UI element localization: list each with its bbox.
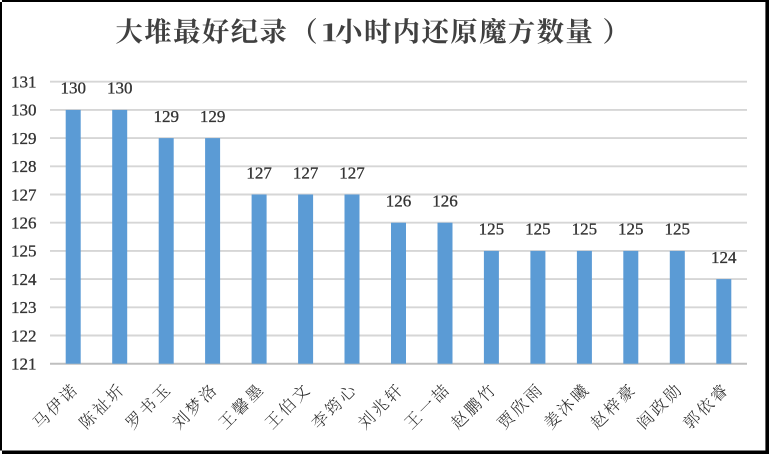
- svg-text:127: 127: [246, 163, 272, 182]
- svg-text:125: 125: [665, 220, 691, 239]
- svg-text:131: 131: [11, 73, 37, 92]
- svg-text:122: 122: [11, 326, 37, 345]
- svg-text:125: 125: [618, 220, 644, 239]
- svg-text:129: 129: [200, 107, 226, 126]
- svg-text:130: 130: [11, 101, 37, 120]
- svg-text:124: 124: [711, 248, 737, 267]
- svg-text:125: 125: [572, 220, 598, 239]
- svg-text:126: 126: [432, 192, 458, 211]
- svg-text:125: 125: [11, 242, 37, 261]
- svg-text:126: 126: [386, 192, 412, 211]
- svg-text:128: 128: [11, 157, 37, 176]
- svg-text:124: 124: [11, 270, 37, 289]
- svg-text:129: 129: [153, 107, 179, 126]
- svg-text:125: 125: [525, 220, 551, 239]
- svg-text:127: 127: [293, 163, 319, 182]
- svg-text:130: 130: [60, 79, 86, 98]
- svg-text:123: 123: [11, 298, 37, 317]
- svg-text:130: 130: [107, 79, 133, 98]
- svg-text:127: 127: [339, 163, 365, 182]
- svg-text:125: 125: [479, 220, 505, 239]
- svg-text:127: 127: [11, 185, 37, 204]
- svg-text:126: 126: [11, 214, 37, 233]
- svg-text:129: 129: [11, 129, 37, 148]
- svg-text:121: 121: [11, 355, 37, 374]
